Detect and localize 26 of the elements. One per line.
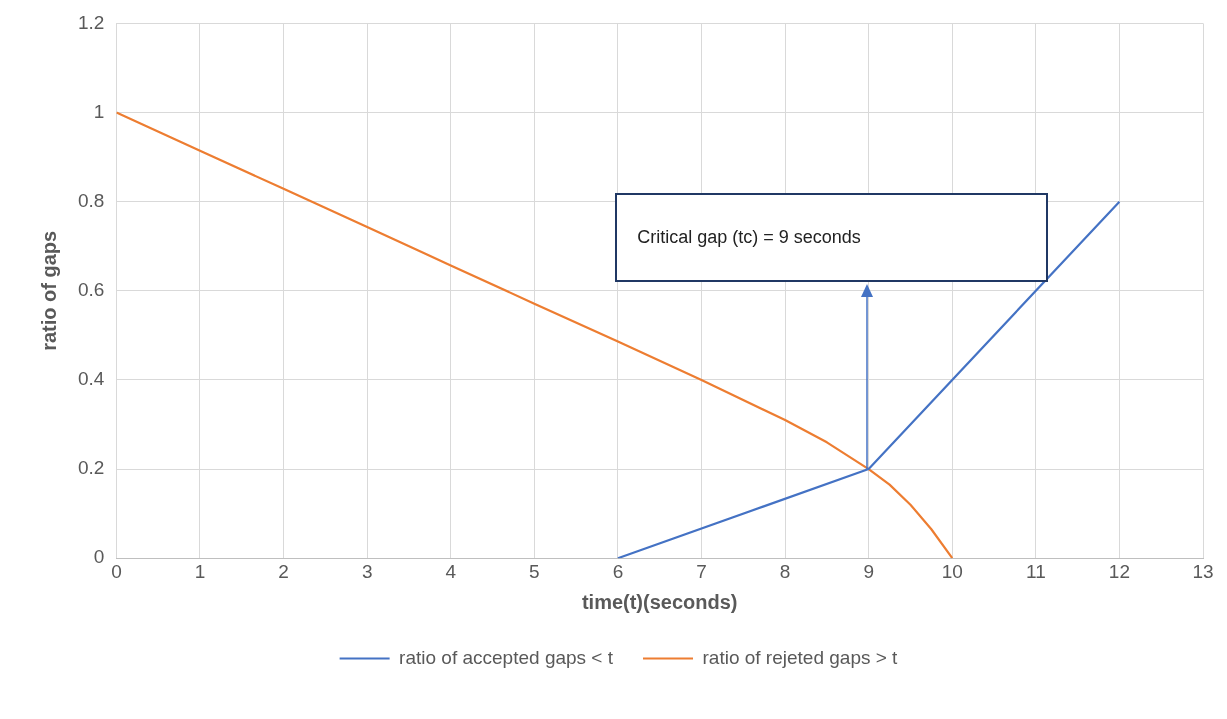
- x-tick-label: 10: [941, 560, 963, 582]
- x-tick-label: 0: [111, 560, 122, 582]
- x-tick-label: 3: [361, 560, 373, 582]
- x-tick-label: 4: [445, 560, 457, 582]
- x-tick-label: 8: [779, 560, 791, 582]
- x-tick-label: 1: [194, 560, 206, 582]
- text-box: Critical gap (tc) = 9 seconds: [615, 193, 1048, 282]
- y-tick-label: 0.6: [77, 279, 105, 301]
- x-tick-label: 2: [278, 560, 289, 582]
- y-tick-label: 0.2: [77, 457, 105, 479]
- y-axis-title: ratio of gaps: [37, 230, 60, 351]
- legend-label: ratio of accepted gaps < t: [399, 646, 614, 668]
- x-tick-label: 6: [612, 560, 624, 582]
- x-axis-title: time(t)(seconds): [581, 590, 738, 613]
- y-tick-label: 0.8: [77, 189, 105, 211]
- legend-label: ratio of rejeted gaps > t: [702, 646, 899, 668]
- x-tick-label: 9: [863, 560, 874, 582]
- x-tick-label: 12: [1108, 560, 1130, 582]
- y-tick-label: 1: [93, 100, 105, 122]
- x-tick-label: 5: [529, 560, 540, 582]
- y-tick-label: 0.4: [77, 368, 105, 390]
- y-tick-label: 0: [93, 546, 105, 568]
- x-tick-label: 11: [1025, 560, 1046, 582]
- x-tick-label: 13: [1192, 560, 1214, 582]
- x-tick-label: 7: [696, 560, 707, 582]
- y-tick-label: 1.2: [77, 11, 105, 33]
